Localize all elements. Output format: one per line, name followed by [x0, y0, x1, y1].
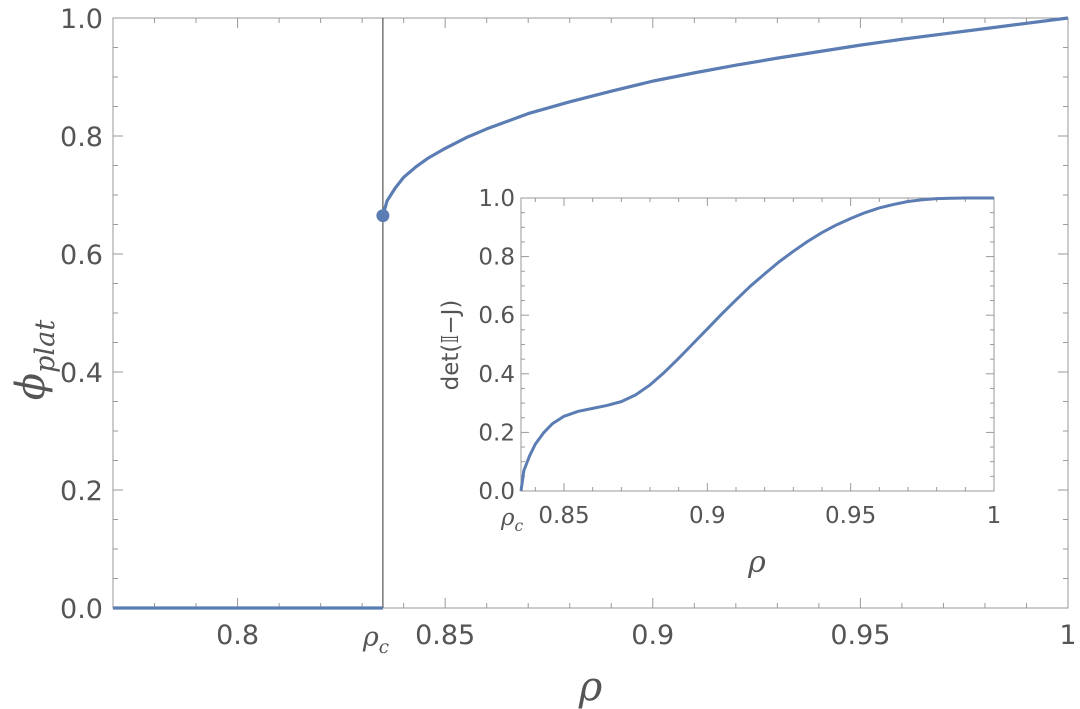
inset-series-line	[519, 196, 994, 492]
inset-y-tick-label: 0.0	[478, 479, 515, 505]
inset-rho-c-tick-label: ρc	[500, 505, 524, 535]
inset-x-tick-label: 1	[987, 503, 1002, 529]
main-y-tick-label: 0.2	[60, 476, 103, 507]
main-x-tick-label: 1	[1059, 620, 1076, 651]
main-x-tick-label: 0.85	[415, 620, 475, 651]
inset-chart: 0.85 0.9 0.95 1 0.0 0.2 0.4 0.6 0.8 1.0 ρc ρ det(𝕀−J…	[438, 186, 1001, 580]
inset-y-axis-title: det(𝕀−J)	[438, 300, 464, 391]
inset-y-tick-label: 0.8	[478, 245, 515, 271]
inset-y-tick-label: 1.0	[478, 186, 515, 212]
inset-y-tick-label: 0.6	[478, 303, 515, 329]
main-series-line-segment	[381, 16, 1069, 217]
main-y-tick-label: 0.6	[60, 240, 103, 271]
main-x-tick-label: 0.9	[631, 620, 674, 651]
main-y-tick-label: 0.0	[60, 594, 103, 625]
main-y-tick-label: 1.0	[60, 4, 103, 35]
inset-y-tick-label: 0.2	[478, 420, 515, 446]
inset-x-tick-label: 0.95	[825, 503, 876, 529]
main-x-tick-label: 0.95	[830, 620, 890, 651]
main-y-tick-label: 0.8	[60, 122, 103, 153]
main-x-tick-label: 0.8	[216, 620, 259, 651]
main-x-axis-title: ρ	[578, 664, 603, 709]
inset-x-tick-label: 0.85	[538, 503, 589, 529]
inset-x-tick-label: 0.9	[689, 503, 726, 529]
main-rho-c-tick-label: ρc	[362, 622, 389, 658]
inset-x-axis-title: ρ	[747, 545, 766, 580]
main-chart: 0.8 0.85 0.9 0.95 1 0.0 0.2 0.4 0.6 0.8 1.0 ρc ρ ϕpla…	[8, 4, 1077, 709]
inset-background	[521, 198, 994, 491]
main-y-tick-label: 0.4	[60, 358, 103, 389]
main-critical-point-marker	[376, 209, 390, 223]
main-y-axis-title: ϕplat	[8, 320, 61, 401]
inset-y-tick-label: 0.4	[478, 362, 515, 388]
